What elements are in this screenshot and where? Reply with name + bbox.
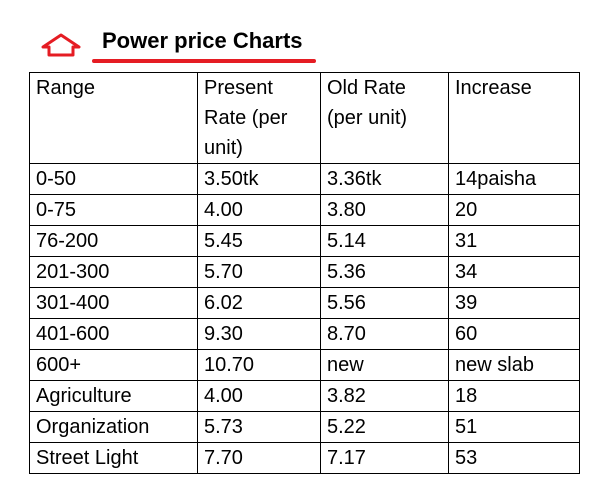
cell-old-rate: 7.17 (320, 442, 449, 474)
header-range: Range (29, 72, 198, 164)
header-increase: Increase (448, 72, 580, 164)
cell-range: 76-200 (29, 225, 198, 257)
table-row: 401-600 9.30 8.70 60 (29, 318, 580, 350)
cell-present-rate: 5.45 (197, 225, 321, 257)
cell-range: 0-75 (29, 194, 198, 226)
cell-present-rate: 5.73 (197, 411, 321, 443)
cell-increase: 39 (448, 287, 580, 319)
cell-increase: 34 (448, 256, 580, 288)
cell-range: 600+ (29, 349, 198, 381)
cell-present-rate: 3.50tk (197, 163, 321, 195)
cell-present-rate: 10.70 (197, 349, 321, 381)
table-row: 201-300 5.70 5.36 34 (29, 256, 580, 288)
cell-range: Agriculture (29, 380, 198, 412)
title-underline (92, 59, 316, 63)
cell-present-rate: 6.02 (197, 287, 321, 319)
cell-range: 0-50 (29, 163, 198, 195)
header-present-line: Present (204, 77, 273, 99)
cell-old-rate: 3.36tk (320, 163, 449, 195)
cell-old-rate: 5.56 (320, 287, 449, 319)
rates-table-container: Range Present Rate (per unit) Old Rate (… (29, 72, 580, 474)
cell-range: 301-400 (29, 287, 198, 319)
cell-range: Street Light (29, 442, 198, 474)
cell-old-rate: 5.36 (320, 256, 449, 288)
table-row: Organization 5.73 5.22 51 (29, 411, 580, 443)
cell-old-rate: 5.22 (320, 411, 449, 443)
cell-old-rate: 8.70 (320, 318, 449, 350)
header-present-line: Rate (per (204, 107, 288, 129)
cell-present-rate: 5.70 (197, 256, 321, 288)
cell-increase: 53 (448, 442, 580, 474)
cell-present-rate: 4.00 (197, 194, 321, 226)
cell-old-rate: 3.80 (320, 194, 449, 226)
cell-present-rate: 9.30 (197, 318, 321, 350)
header-old-line: (per unit) (327, 107, 408, 129)
cell-present-rate: 4.00 (197, 380, 321, 412)
table-row: Street Light 7.70 7.17 53 (29, 442, 580, 474)
cell-range: 201-300 (29, 256, 198, 288)
header-old-rate: Old Rate (per unit) (320, 72, 449, 164)
cell-increase: new slab (448, 349, 580, 381)
power-rates-table: Range Present Rate (per unit) Old Rate (… (29, 72, 580, 474)
cell-increase: 60 (448, 318, 580, 350)
header-present-line: unit) (204, 137, 243, 159)
header-old-line: Old Rate (327, 77, 406, 99)
cell-increase: 31 (448, 225, 580, 257)
cell-old-rate: new (320, 349, 449, 381)
table-row: 301-400 6.02 5.56 39 (29, 287, 580, 319)
table-row: 0-75 4.00 3.80 20 (29, 194, 580, 226)
table-row: 600+ 10.70 new new slab (29, 349, 580, 381)
table-row: Agriculture 4.00 3.82 18 (29, 380, 580, 412)
table-body: 0-50 3.50tk 3.36tk 14paisha 0-75 4.00 3.80 20 76… (29, 163, 580, 474)
cell-increase: 18 (448, 380, 580, 412)
cell-increase: 20 (448, 194, 580, 226)
header-present-rate: Present Rate (per unit) (197, 72, 321, 164)
page-header: Power price Charts (40, 26, 320, 66)
cell-increase: 51 (448, 411, 580, 443)
cell-old-rate: 3.82 (320, 380, 449, 412)
cell-range: 401-600 (29, 318, 198, 350)
home-icon (41, 33, 81, 57)
table-row: 76-200 5.45 5.14 31 (29, 225, 580, 257)
cell-present-rate: 7.70 (197, 442, 321, 474)
cell-old-rate: 5.14 (320, 225, 449, 257)
page-title: Power price Charts (102, 28, 303, 53)
cell-increase: 14paisha (448, 163, 580, 195)
cell-range: Organization (29, 411, 198, 443)
table-row: 0-50 3.50tk 3.36tk 14paisha (29, 163, 580, 195)
table-header-row: Range Present Rate (per unit) Old Rate (… (29, 72, 580, 164)
